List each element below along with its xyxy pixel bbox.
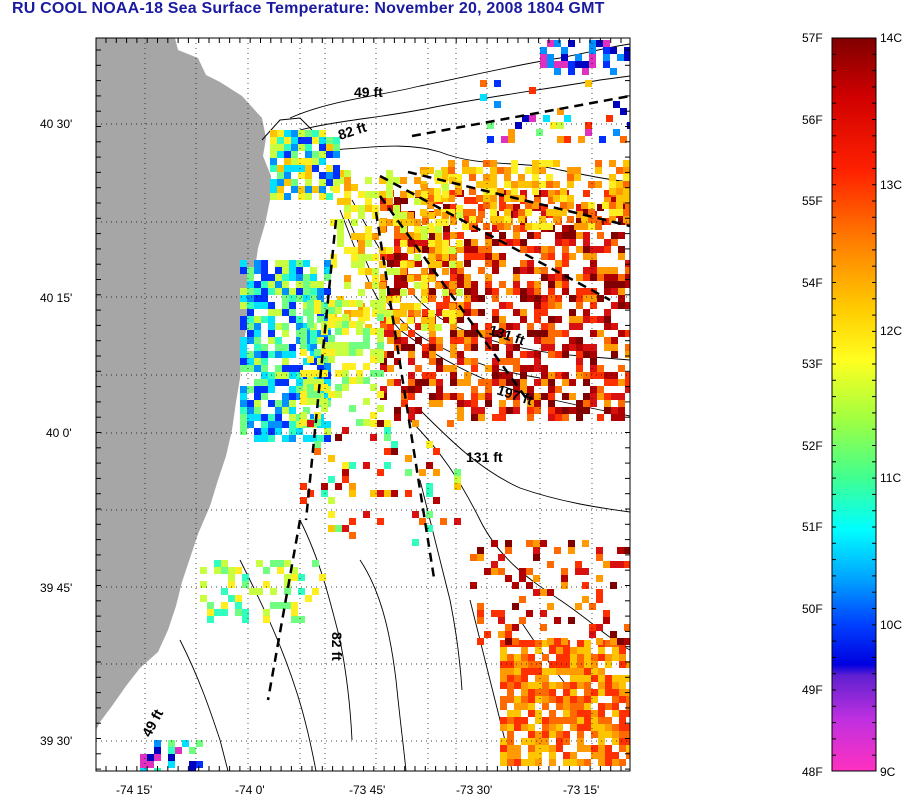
colorbar-gradient [831,37,877,772]
longitude-labels: -74 15' -74 0' -73 45' -73 30' -73 15' [116,783,599,797]
lat-label: 40 30' [40,117,72,131]
lat-label: 40 15' [40,291,72,305]
colorbar-c-label: 13C [880,178,902,192]
colorbar-f-label: 49F [802,683,823,697]
colorbar-f-label: 48F [802,765,823,779]
colorbar-f-label: 54F [802,276,823,290]
lon-label: -73 15' [563,783,599,797]
colorbar-c-label: 12C [880,324,902,338]
map-title: RU COOL NOAA-18 Sea Surface Temperature:… [12,0,605,17]
colorbar-f-label: 55F [802,194,823,208]
land-mass [96,38,271,730]
colorbar-f-label: 50F [802,602,823,616]
colorbar-c-label: 9C [880,765,896,779]
latitude-labels: 40 30' 40 15' 40 0' 39 45' 39 30' [40,117,72,748]
depth-label: 49 ft [354,84,383,100]
lon-label: -74 15' [116,783,152,797]
lat-label: 40 0' [46,426,72,440]
lon-label: -73 30' [456,783,492,797]
depth-label: 82 ft [329,632,345,661]
colorbar: 57F 56F 55F 54F 53F 52F 51F 50F 49F 48F … [802,31,902,779]
graticule [96,38,630,771]
colorbar-c-label: 11C [880,471,901,485]
lat-label: 39 30' [40,734,72,748]
colorbar-f-label: 57F [802,31,823,45]
shipping-lanes [266,94,630,701]
colorbar-f-label: 56F [802,113,823,127]
colorbar-c-label: 10C [880,618,902,632]
axis-ticks [96,38,630,771]
colorbar-f-label: 51F [802,520,823,534]
lat-label: 39 45' [40,581,72,595]
colorbar-f-label: 53F [802,357,823,371]
lon-label: -74 0' [235,783,265,797]
sst-pixels [140,40,630,771]
lon-label: -73 45' [349,783,385,797]
colorbar-c-label: 14C [880,31,902,45]
colorbar-f-label: 52F [802,439,823,453]
depth-label: 131 ft [466,449,503,465]
